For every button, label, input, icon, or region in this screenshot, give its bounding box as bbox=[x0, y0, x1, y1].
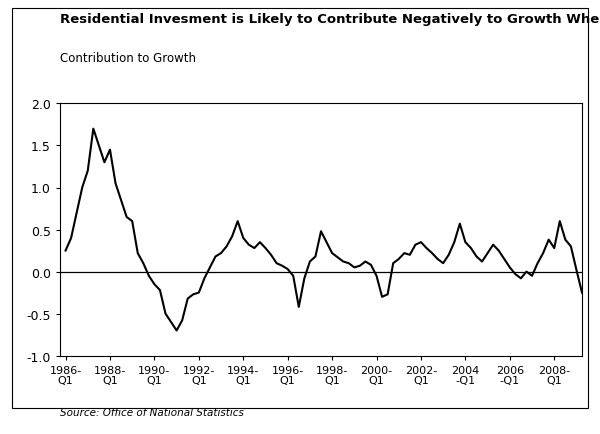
Text: Source: Office of National Statistics: Source: Office of National Statistics bbox=[60, 407, 244, 417]
Text: Contribution to Growth: Contribution to Growth bbox=[60, 52, 196, 65]
Text: Residential Invesment is Likely to Contribute Negatively to Growth When Prices F: Residential Invesment is Likely to Contr… bbox=[60, 13, 600, 26]
